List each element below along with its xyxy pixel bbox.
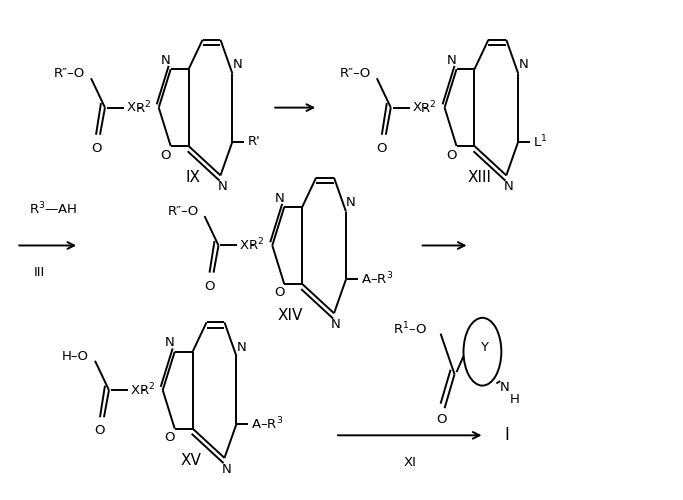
Text: N: N <box>221 462 232 475</box>
Text: R$^{2}$: R$^{2}$ <box>139 382 155 398</box>
Text: A–R$^{3}$: A–R$^{3}$ <box>251 416 283 432</box>
Text: XI: XI <box>403 456 416 469</box>
Text: O: O <box>91 142 101 155</box>
Text: X: X <box>240 239 249 252</box>
Text: O: O <box>95 424 105 438</box>
Text: N: N <box>518 58 528 71</box>
Text: O: O <box>436 413 447 426</box>
Text: N: N <box>331 318 341 331</box>
Text: R$^{2}$: R$^{2}$ <box>420 100 436 116</box>
Text: R″–O: R″–O <box>339 67 371 80</box>
Text: H–O: H–O <box>62 350 89 362</box>
Text: N: N <box>275 192 284 204</box>
Text: XV: XV <box>180 452 201 468</box>
Text: R″–O: R″–O <box>54 67 85 80</box>
Text: R$^{2}$: R$^{2}$ <box>248 237 264 254</box>
Text: O: O <box>204 280 214 292</box>
Text: N: N <box>165 336 175 349</box>
Text: O: O <box>446 148 457 162</box>
Text: R″–O: R″–O <box>167 205 199 218</box>
Text: R$^{2}$: R$^{2}$ <box>135 100 151 116</box>
Text: IX: IX <box>185 170 200 185</box>
Text: N: N <box>447 54 456 66</box>
Text: H: H <box>510 392 519 406</box>
Text: Y: Y <box>480 340 488 353</box>
Text: R$^{3}$—AH: R$^{3}$—AH <box>29 201 77 218</box>
Text: X: X <box>412 101 421 114</box>
Text: N: N <box>161 54 171 66</box>
Text: XIII: XIII <box>467 170 492 185</box>
Text: A–R$^{3}$: A–R$^{3}$ <box>361 271 393 287</box>
Text: O: O <box>165 431 175 444</box>
Text: N: N <box>232 58 242 71</box>
Text: N: N <box>503 180 513 193</box>
Text: N: N <box>499 382 510 394</box>
Text: III: III <box>33 266 45 279</box>
Text: X: X <box>130 384 139 396</box>
Text: N: N <box>236 340 247 353</box>
Text: I: I <box>504 426 510 444</box>
Text: XIV: XIV <box>277 308 303 323</box>
Text: N: N <box>346 196 356 209</box>
Text: O: O <box>161 148 171 162</box>
Text: X: X <box>126 101 135 114</box>
Text: O: O <box>376 142 387 155</box>
Text: L$^{1}$: L$^{1}$ <box>533 133 548 150</box>
Text: R$^{1}$–O: R$^{1}$–O <box>393 321 427 338</box>
Text: R': R' <box>247 135 260 148</box>
Text: N: N <box>218 180 227 193</box>
Text: O: O <box>274 286 285 300</box>
